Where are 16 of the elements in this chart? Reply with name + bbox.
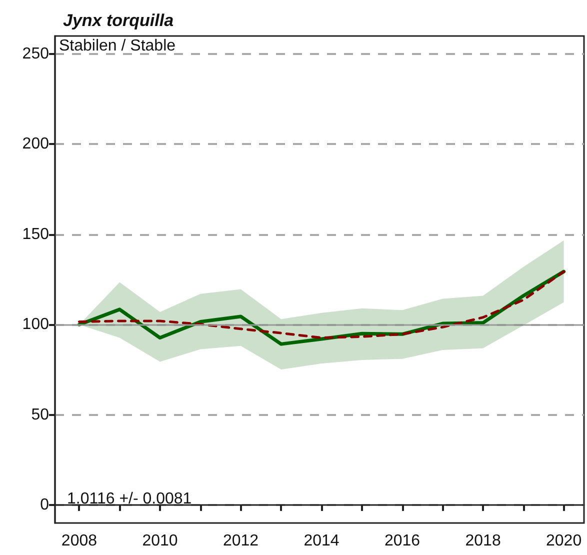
x-tick-label: 2018 (465, 532, 501, 550)
y-tick-label: 250 (22, 46, 50, 63)
y-tick-label: 200 (22, 136, 50, 153)
chart-subtitle: Stabilen / Stable (59, 38, 176, 54)
annotation: 1.0116 +/- 0.0081 (67, 490, 192, 508)
x-tick-label: 2008 (61, 532, 98, 550)
y-tick-label: 50 (31, 406, 50, 424)
x-tick-label: 2016 (384, 532, 420, 550)
x-tick-label: 2020 (546, 532, 582, 550)
chart-title: Jynx torquilla (63, 11, 174, 30)
y-tick-label: 150 (22, 226, 50, 243)
x-tick-label: 2014 (304, 532, 340, 550)
x-tick-label: 2010 (142, 532, 178, 550)
x-tick-label: 2012 (222, 532, 259, 550)
y-tick-label: 100 (22, 316, 50, 334)
y-tick-label: 0 (40, 496, 50, 514)
